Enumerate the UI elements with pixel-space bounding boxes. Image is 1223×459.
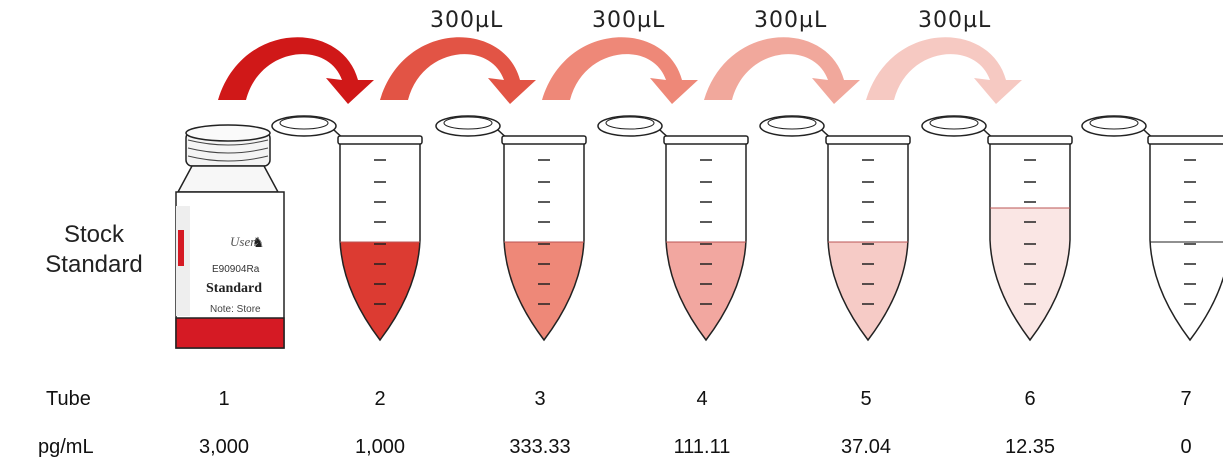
tube-lid	[759, 115, 825, 137]
transfer-volume-label: 300µL	[918, 8, 992, 33]
concentration-value: 37.04	[840, 436, 892, 458]
stock-standard-label: Stock Standard	[24, 220, 164, 280]
transfer-arrow	[866, 37, 1022, 104]
tube-lid	[435, 115, 501, 137]
concentration-row-label: pg/mL	[38, 436, 94, 458]
tube-body	[665, 144, 747, 342]
tube-lid	[1081, 115, 1147, 137]
concentration-value: 333.33	[509, 436, 571, 458]
transfer-arrow	[704, 37, 860, 104]
tube-liquid	[504, 242, 584, 340]
concentration-value: 0	[1180, 436, 1192, 458]
tube-lid	[271, 115, 337, 137]
concentration-value: 12.35	[1004, 436, 1056, 458]
concentration-value: 3,000	[198, 436, 250, 458]
tube-row-label: Tube	[46, 388, 91, 410]
tube-number: 4	[696, 388, 708, 410]
tube-lid	[921, 115, 987, 137]
tube-number: 1	[218, 388, 230, 410]
bottle-note-text: Note: Store	[210, 304, 261, 315]
tube-liquid	[340, 242, 420, 340]
microtube	[271, 115, 423, 342]
microtube	[759, 115, 911, 342]
bottle-code-text: E90904Ra	[212, 264, 260, 275]
transfer-volume-label: 300µL	[430, 8, 504, 33]
microtube	[597, 115, 749, 342]
stock-bottle: Usen ♞ E90904Ra Standard Note: Store	[175, 124, 285, 349]
tube-body	[989, 144, 1071, 342]
transfer-arrow	[380, 37, 536, 104]
transfer-volume-label: 300µL	[592, 8, 666, 33]
tube-lid	[597, 115, 663, 137]
microtube	[921, 115, 1073, 342]
microtube	[1081, 115, 1223, 342]
tube-body	[339, 144, 421, 342]
concentration-value: 111.11	[673, 436, 731, 458]
transfer-volume-label: 300µL	[754, 8, 828, 33]
bottle-brand-text: Usen	[230, 234, 257, 249]
tube-liquid	[990, 208, 1070, 340]
stock-label-line1: Stock	[63, 221, 125, 248]
bottle-name-text: Standard	[206, 281, 262, 296]
tube-liquid	[828, 242, 908, 340]
tube-number: 5	[860, 388, 872, 410]
tube-number: 6	[1024, 388, 1036, 410]
concentration-value: 1,000	[354, 436, 406, 458]
microtube	[435, 115, 587, 342]
tube-number: 3	[534, 388, 546, 410]
tube-liquid	[666, 242, 746, 340]
transfer-arrows	[218, 37, 1022, 104]
transfer-arrow	[542, 37, 698, 104]
rabbit-logo: ♞	[252, 234, 265, 250]
tube-body	[503, 144, 585, 342]
tube-body	[1149, 144, 1223, 342]
transfer-arrow	[218, 37, 374, 104]
tube-body	[827, 144, 909, 342]
stock-label-line2: Standard	[45, 251, 143, 278]
tubes	[271, 115, 1223, 342]
tube-number: 7	[1180, 388, 1192, 410]
tube-number: 2	[374, 388, 386, 410]
